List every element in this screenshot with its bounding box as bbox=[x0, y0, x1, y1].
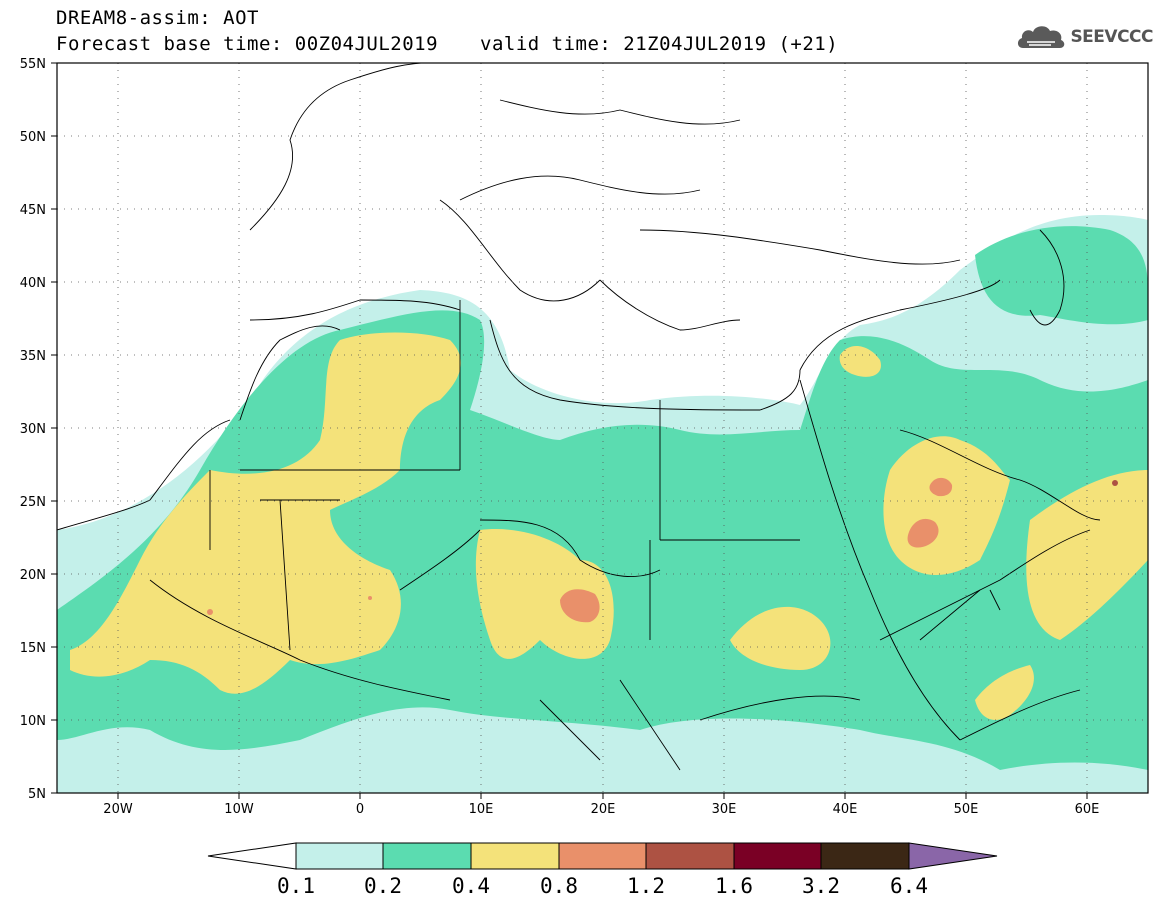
colorbar-swatch bbox=[558, 842, 647, 870]
lon-label: 60E bbox=[1075, 802, 1100, 817]
colorbar-label: 6.4 bbox=[890, 874, 928, 898]
lat-label: 25N bbox=[20, 495, 46, 510]
colorbar-label: 1.2 bbox=[627, 874, 665, 898]
colorbar-swatch bbox=[382, 842, 472, 870]
graticule bbox=[57, 63, 1148, 793]
lat-label: 35N bbox=[20, 349, 46, 364]
colorbar-swatch bbox=[820, 842, 910, 870]
lat-label: 10N bbox=[20, 714, 46, 729]
lat-label: 40N bbox=[20, 276, 46, 291]
seevccc-logo: SEEVCCC bbox=[1015, 22, 1153, 52]
lon-labels: 20W 10W 0 10E 20E 30E 40E 50E 60E bbox=[103, 802, 1099, 817]
lat-label: 55N bbox=[20, 57, 46, 72]
lat-labels: 55N 50N 45N 40N 35N 30N 25N 20N 15N 10N … bbox=[20, 57, 46, 802]
lon-label: 10W bbox=[224, 802, 254, 817]
colorbar-label: 3.2 bbox=[802, 874, 840, 898]
colorbar-under-triangle bbox=[207, 842, 297, 870]
lon-label: 20W bbox=[103, 802, 133, 817]
aot-level-3 bbox=[70, 332, 1148, 720]
coastlines-and-borders bbox=[57, 63, 1101, 771]
lon-label: 40E bbox=[833, 802, 858, 817]
lon-label: 20E bbox=[591, 802, 616, 817]
lat-label: 20N bbox=[20, 568, 46, 583]
axis-ticks bbox=[51, 62, 1088, 799]
map-title: DREAM8-assim: AOT bbox=[56, 7, 259, 29]
lat-label: 5N bbox=[28, 787, 46, 802]
aot-level-5 bbox=[1112, 480, 1118, 486]
lon-label: 0 bbox=[356, 802, 364, 817]
colorbar-label: 1.6 bbox=[715, 874, 753, 898]
lat-label: 50N bbox=[20, 130, 46, 145]
lat-label: 30N bbox=[20, 422, 46, 437]
colorbar-label: 0.1 bbox=[277, 874, 315, 898]
aot-field bbox=[57, 215, 1148, 793]
colorbar bbox=[207, 842, 998, 870]
colorbar-over-triangle bbox=[908, 842, 998, 870]
colorbar-swatch bbox=[645, 842, 735, 870]
lat-label: 15N bbox=[20, 641, 46, 656]
colorbar-swatch bbox=[295, 842, 384, 870]
colorbar-label: 0.8 bbox=[540, 874, 578, 898]
lon-label: 10E bbox=[469, 802, 494, 817]
colorbar-labels: 0.1 0.2 0.4 0.8 1.2 1.6 3.2 6.4 bbox=[277, 874, 928, 898]
colorbar-label: 0.2 bbox=[364, 874, 402, 898]
lon-label: 50E bbox=[954, 802, 979, 817]
colorbar-swatch bbox=[470, 842, 560, 870]
colorbar-label: 0.4 bbox=[452, 874, 490, 898]
cloud-icon bbox=[1018, 26, 1065, 48]
logo-text: SEEVCCC bbox=[1070, 27, 1153, 47]
lat-label: 45N bbox=[20, 203, 46, 218]
colorbar-swatch bbox=[733, 842, 822, 870]
aot-level-4 bbox=[207, 477, 953, 623]
lon-label: 30E bbox=[712, 802, 737, 817]
forecast-base-time: Forecast base time: 00Z04JUL2019 bbox=[56, 33, 439, 55]
valid-time: valid time: 21Z04JUL2019 (+21) bbox=[480, 33, 839, 55]
